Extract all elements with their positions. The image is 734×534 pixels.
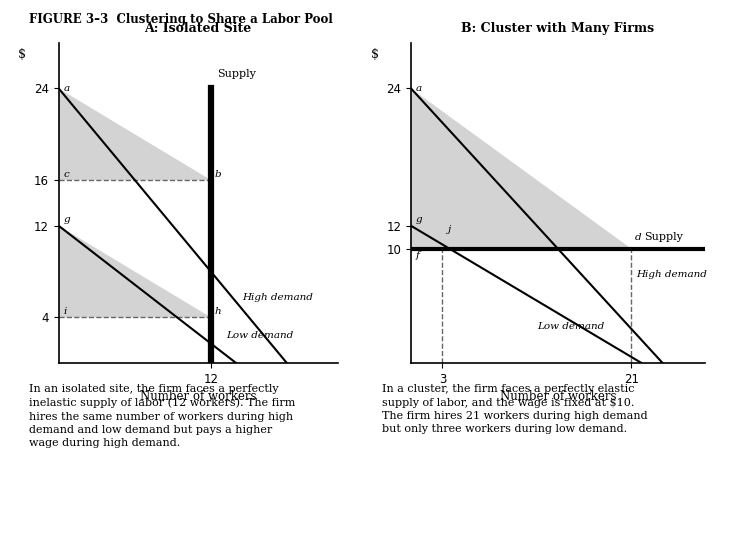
Text: c: c [64,170,70,178]
Text: g: g [64,215,70,224]
Text: Supply: Supply [217,69,256,79]
Polygon shape [59,226,211,317]
Text: Low demand: Low demand [537,322,604,331]
Text: i: i [64,307,68,316]
Text: d: d [634,232,641,241]
X-axis label: Number of workers: Number of workers [140,390,256,403]
Polygon shape [59,89,211,180]
Title: A: Isolated Site: A: Isolated Site [145,21,252,35]
Text: In a cluster, the firm faces a perfectly elastic
supply of labor, and the wage i: In a cluster, the firm faces a perfectly… [382,384,647,434]
Text: j: j [448,224,451,233]
Text: $: $ [371,49,379,61]
Text: Supply: Supply [644,232,683,241]
Text: FIGURE 3–3  Clustering to Share a Labor Pool: FIGURE 3–3 Clustering to Share a Labor P… [29,13,333,26]
Text: High demand: High demand [242,293,313,302]
Text: a: a [415,84,421,93]
Text: a: a [64,84,70,93]
Text: In an isolated site, the firm faces a perfectly
inelastic supply of labor (12 wo: In an isolated site, the firm faces a pe… [29,384,296,448]
Polygon shape [411,89,631,249]
Text: Low demand: Low demand [226,331,294,340]
Text: $: $ [18,49,26,61]
Text: b: b [214,170,221,178]
Title: B: Cluster with Many Firms: B: Cluster with Many Firms [461,21,655,35]
Text: h: h [214,307,221,316]
Text: g: g [415,215,422,224]
X-axis label: Number of workers: Number of workers [500,390,616,403]
Text: High demand: High demand [636,270,708,279]
Text: f: f [415,251,419,260]
